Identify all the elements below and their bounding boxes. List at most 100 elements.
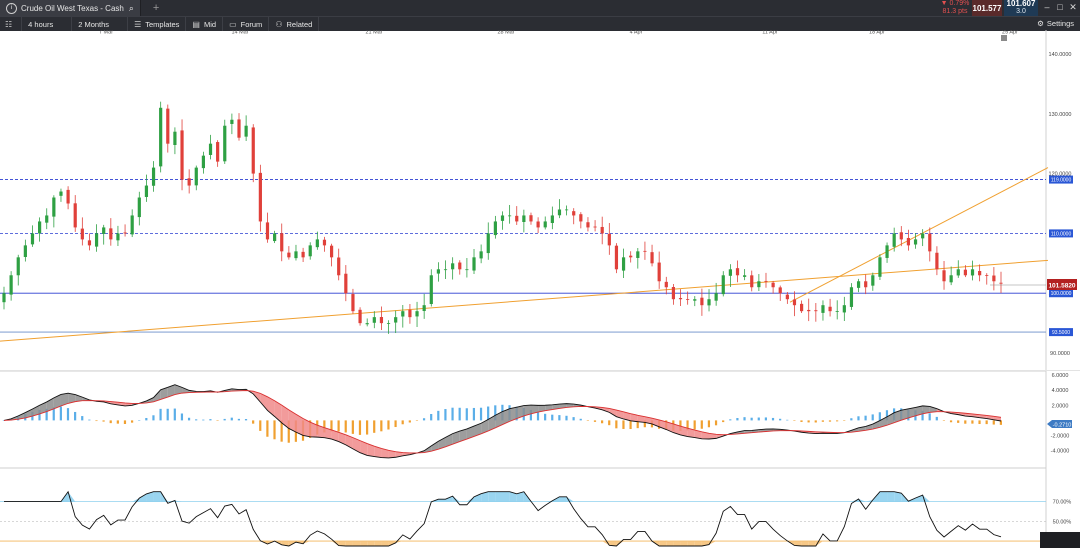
macd-histogram-bar <box>402 420 404 424</box>
candle <box>601 217 604 245</box>
candle-body <box>38 221 41 233</box>
candle-body <box>636 251 639 258</box>
candle <box>501 211 504 229</box>
rsi-overbought-fill <box>488 492 495 502</box>
candle-body <box>145 186 148 197</box>
macd-histogram-bar <box>380 420 382 431</box>
candle <box>672 284 675 305</box>
macd-histogram-bar <box>808 420 810 422</box>
candle-body <box>188 178 191 185</box>
candle-body <box>237 119 240 137</box>
rsi-oversold-fill <box>360 541 367 546</box>
candle <box>472 249 475 274</box>
macd-histogram-bar <box>701 420 703 428</box>
close-icon[interactable]: ✕ <box>1068 2 1078 12</box>
macd-histogram-bar <box>409 420 411 422</box>
macd-histogram-bar <box>224 419 226 420</box>
candle <box>878 254 881 280</box>
macd-histogram-bar <box>629 420 631 429</box>
candle <box>885 242 888 262</box>
watermark-logo <box>1040 532 1080 548</box>
candle <box>195 166 198 191</box>
related-button[interactable]: ⚇Related <box>269 17 319 31</box>
candle-body <box>843 305 846 312</box>
rsi-oversold-fill <box>695 541 702 546</box>
candle <box>864 274 867 294</box>
candle-body <box>494 221 497 235</box>
mid-button[interactable]: ▤Mid <box>186 17 223 31</box>
add-tab-button[interactable]: + <box>153 2 159 14</box>
candle <box>743 269 746 280</box>
candle <box>971 261 974 281</box>
candle-body <box>309 245 312 256</box>
macd-histogram-bar <box>437 411 439 421</box>
candle-body <box>387 323 390 324</box>
candle <box>309 242 312 259</box>
minimize-icon[interactable]: ‒ <box>1042 2 1052 12</box>
candle <box>736 260 739 282</box>
macd-histogram-bar <box>537 412 539 420</box>
instrument-tab[interactable]: i Crude Oil West Texas - Cash ⌕ <box>0 0 141 16</box>
macd-histogram-bar <box>601 420 603 423</box>
candle <box>551 207 554 230</box>
macd-histogram-bar <box>167 409 169 421</box>
candle <box>344 265 347 301</box>
rsi-oversold-fill <box>346 541 353 546</box>
candle-body <box>658 263 661 282</box>
layout-icon[interactable]: ☷ <box>0 17 22 31</box>
date-tick-label: 28 Mar <box>497 30 514 36</box>
candle-body <box>786 295 789 300</box>
candle <box>622 249 625 278</box>
candle <box>102 225 105 245</box>
macd-histogram-bar <box>879 412 881 420</box>
rsi-indicator <box>0 492 1046 546</box>
candle-body <box>102 227 105 234</box>
candle <box>131 209 134 237</box>
timeframe-select[interactable]: 4 hours <box>22 17 72 31</box>
info-icon[interactable]: i <box>6 3 17 14</box>
search-icon[interactable]: ⌕ <box>129 3 134 14</box>
candle-body <box>544 221 547 227</box>
rsi-oversold-fill <box>353 541 360 546</box>
macd-histogram-bar <box>131 420 133 422</box>
buy-price-button[interactable]: 101.607 3.0 <box>1004 0 1038 16</box>
candle <box>928 227 931 261</box>
candle <box>700 289 703 316</box>
mid-label: Mid <box>204 20 216 29</box>
rsi-axis: 70.00%50.00% <box>1053 500 1072 526</box>
rsi-oversold-fill <box>659 541 666 546</box>
candle-body <box>245 126 248 137</box>
candle <box>266 213 269 243</box>
rsi-oversold-fill <box>367 541 374 546</box>
candle-body <box>216 142 219 162</box>
candle-body <box>608 234 611 246</box>
candle-body <box>529 215 532 221</box>
price-level-label: 93.5000 <box>1052 330 1070 336</box>
maximize-icon[interactable]: □ <box>1055 2 1065 12</box>
settings-button[interactable]: ⚙ Settings <box>1037 16 1074 30</box>
macd-histogram-bar <box>943 420 945 421</box>
candle-body <box>772 283 775 288</box>
candle <box>729 264 732 287</box>
candle-body <box>629 256 632 258</box>
candle-body <box>465 269 468 270</box>
candle-body <box>942 270 945 281</box>
candle-body <box>373 317 376 323</box>
candle-body <box>394 317 397 322</box>
candle-body <box>836 311 839 312</box>
candle <box>772 281 775 294</box>
rsi-oversold-fill <box>666 541 673 546</box>
macd-histogram-bar <box>444 409 446 420</box>
macd-histogram-bar <box>338 420 340 431</box>
candle <box>10 271 13 300</box>
period-select[interactable]: 2 Months <box>72 17 128 31</box>
candle <box>750 271 753 292</box>
forum-icon: ▭ <box>229 20 237 29</box>
date-marker-icon[interactable] <box>1001 35 1007 41</box>
sell-price-button[interactable]: 101.577 <box>972 0 1002 16</box>
templates-button[interactable]: ☰Templates <box>128 17 186 31</box>
forum-button[interactable]: ▭Forum <box>223 17 269 31</box>
candle <box>373 311 376 328</box>
